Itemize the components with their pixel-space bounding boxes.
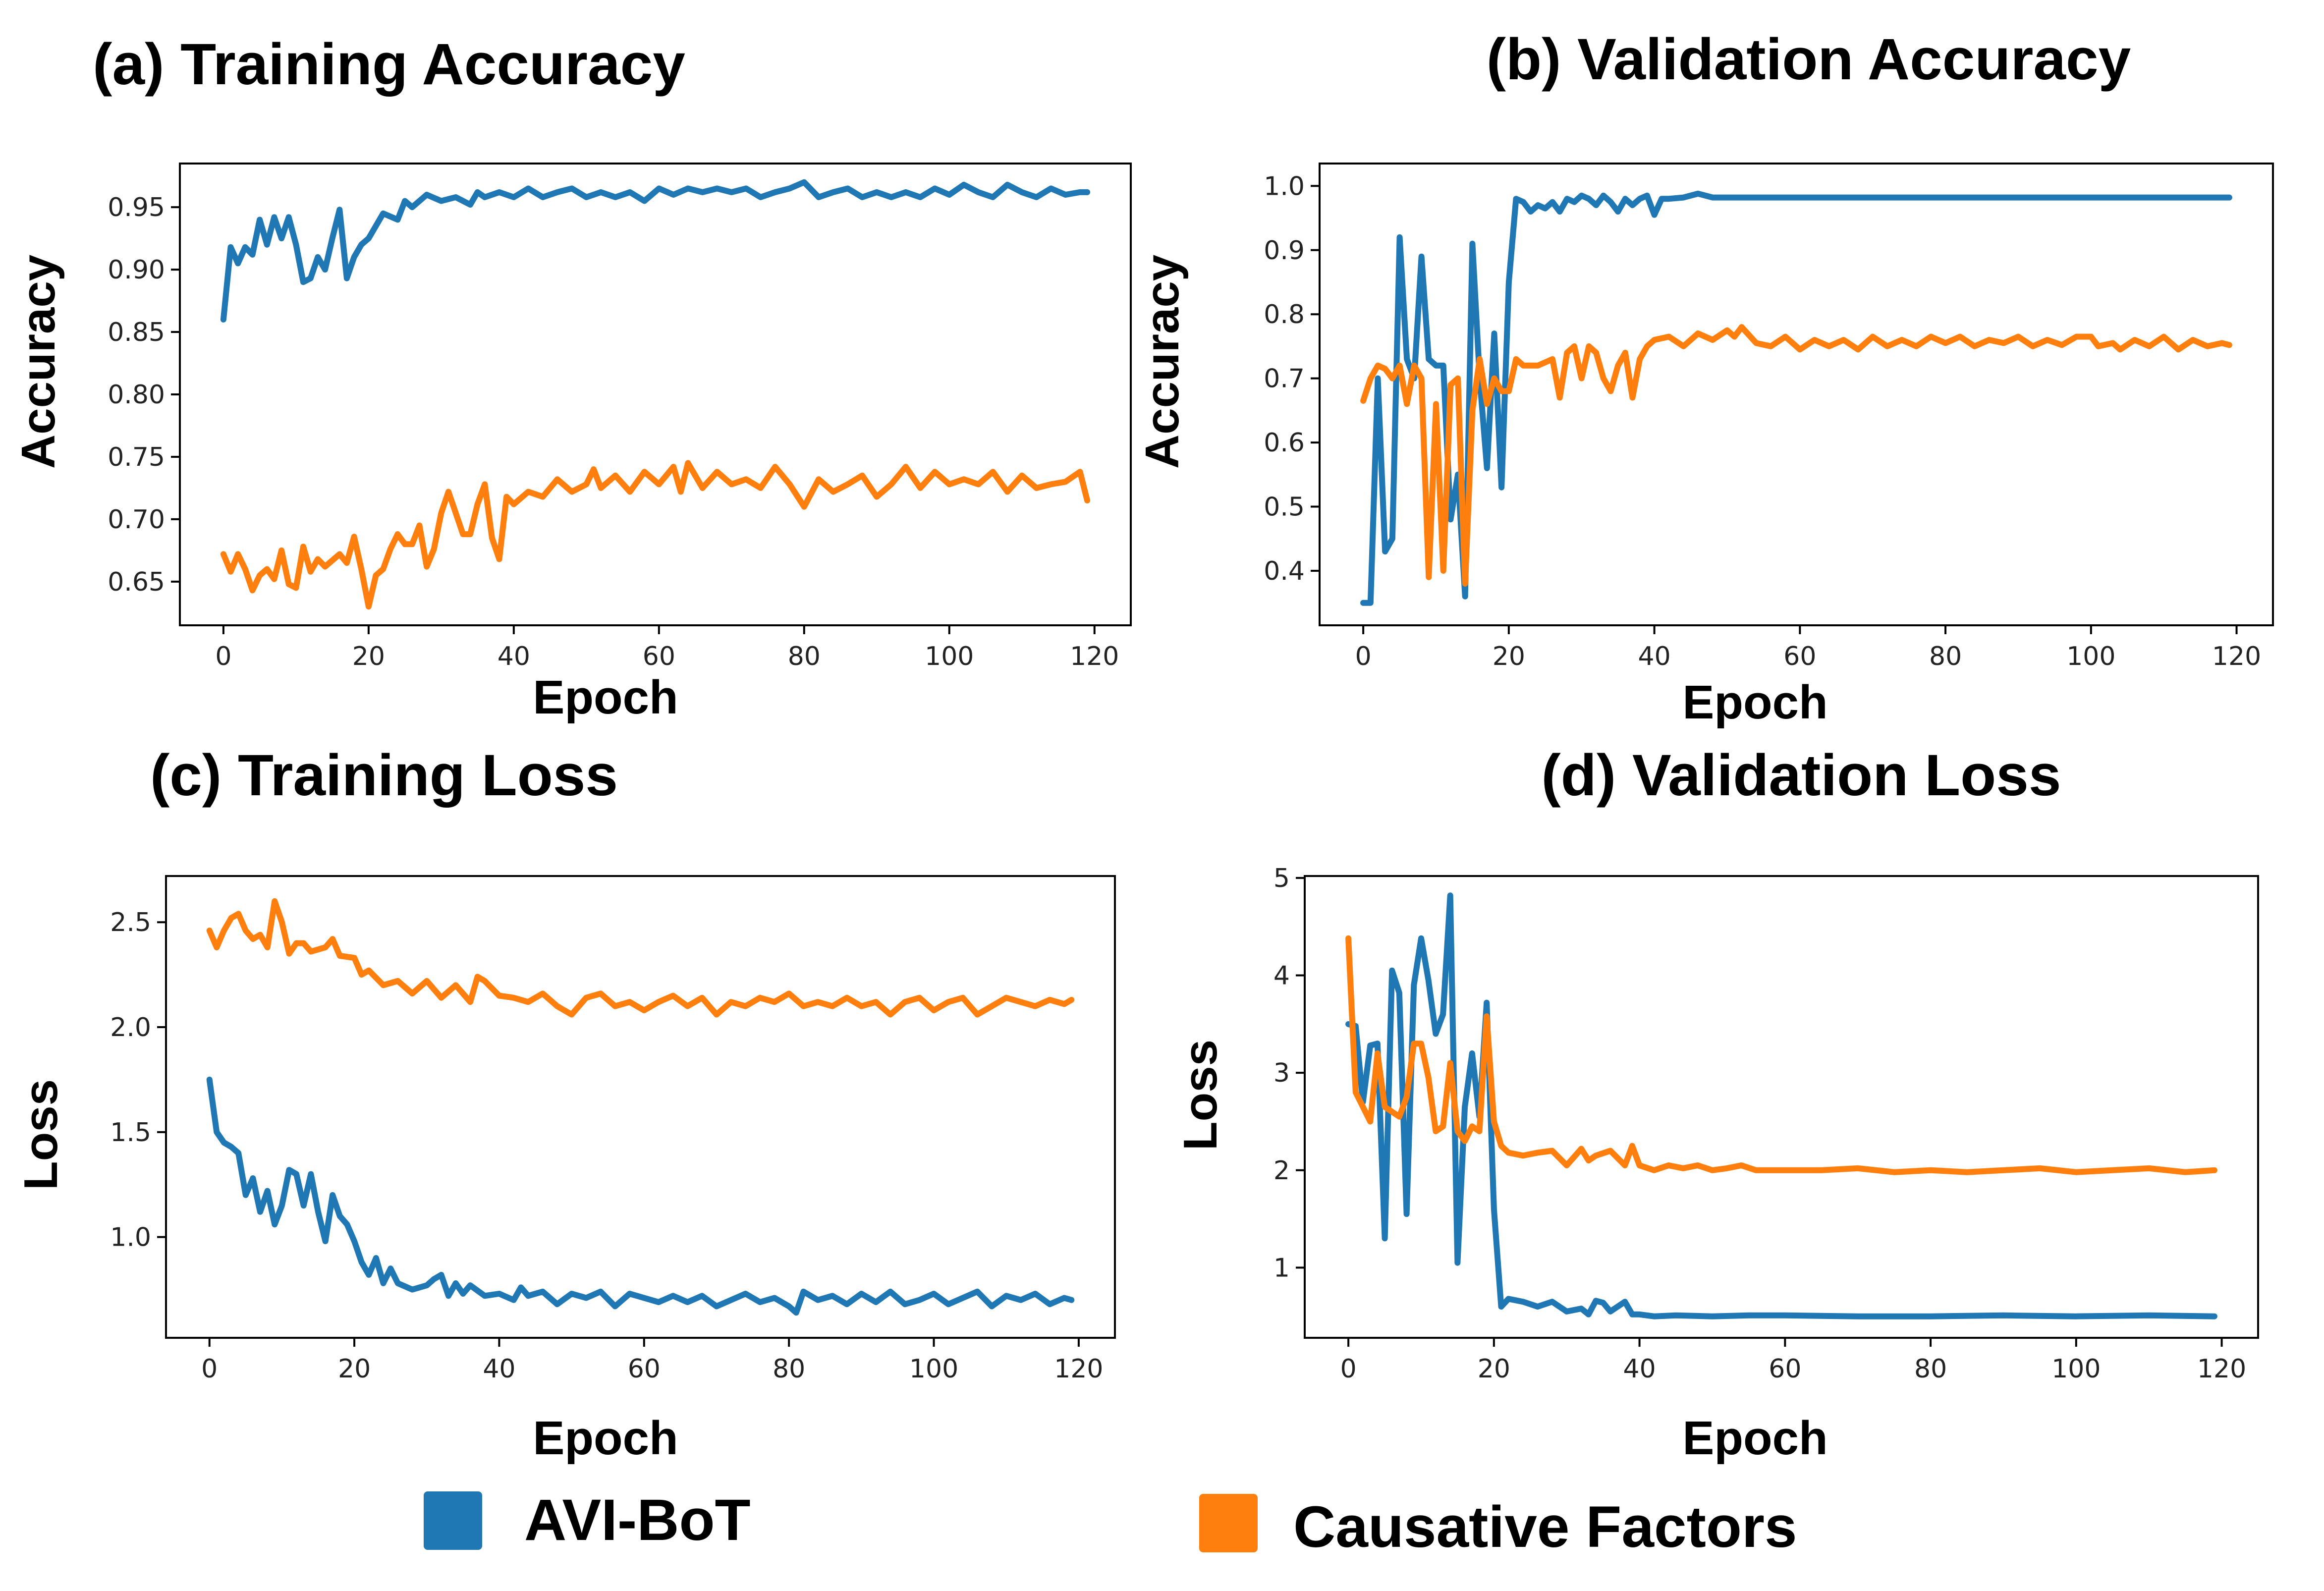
title-d: (d) Validation Loss [1542, 743, 2061, 808]
x-tick-label: 120 [2197, 1354, 2246, 1384]
x-tick-label: 100 [909, 1354, 958, 1384]
x-tick-label: 100 [2066, 642, 2115, 671]
x-tick-label: 100 [2051, 1354, 2101, 1384]
y-tick-label: 1.5 [110, 1118, 151, 1148]
x-tick-label: 120 [2212, 642, 2261, 671]
series-line-causative-factors [220, 460, 1091, 610]
y-axis-label: Accuracy [1136, 255, 1189, 469]
x-tick-label: 0 [201, 1354, 218, 1384]
x-tick-label: 100 [925, 642, 974, 671]
y-axis-label: Accuracy [12, 255, 65, 469]
legend: AVI-BoT Causative Factors [424, 1487, 1797, 1560]
title-c: (c) Training Loss [150, 743, 618, 808]
y-tick-label: 2.0 [110, 1013, 151, 1042]
y-tick-label: 1.0 [110, 1223, 151, 1253]
x-tick-label: 0 [215, 642, 231, 671]
panel-validation-accuracy: 0 20 40 60 80 100 120 0.4 0.5 0.6 0.7 0.8 0.9 1.0 Epoc… [1136, 163, 2274, 729]
x-tick-label: 120 [1070, 642, 1119, 671]
legend-swatch-avi-bot [424, 1491, 482, 1550]
x-tick-label: 60 [1769, 1354, 1801, 1384]
y-tick-label: 0.5 [1264, 493, 1305, 522]
y-axis-label: Loss [1174, 1040, 1227, 1151]
panel-training-accuracy: 0 20 40 60 80 100 120 0.65 0.70 0.75 0.80 0.85 0.90 0… [12, 163, 1132, 724]
x-tick-label: 20 [352, 642, 385, 671]
x-tick-label: 0 [1355, 642, 1372, 671]
x-tick-label: 60 [643, 642, 675, 671]
y-tick-label: 4 [1273, 961, 1290, 991]
series-line-causative-factors [1345, 935, 2217, 1175]
x-tick-label: 40 [1623, 1354, 1656, 1384]
y-tick-label: 0.95 [108, 193, 165, 222]
y-tick-label: 5 [1273, 864, 1290, 893]
y-tick-label: 2.5 [110, 908, 151, 937]
y-tick-label: 1.0 [1264, 171, 1305, 201]
y-tick-label: 0.75 [108, 442, 165, 472]
x-tick-label: 80 [788, 642, 821, 671]
x-tick-label: 40 [483, 1354, 515, 1384]
x-axis-label: Epoch [533, 1412, 678, 1465]
x-axis-label: Epoch [1682, 676, 1827, 729]
x-tick-label: 120 [1054, 1354, 1103, 1384]
x-tick-label: 60 [628, 1354, 661, 1384]
y-tick-label: 0.90 [108, 255, 165, 285]
series-line-avi-bot [1360, 190, 2232, 606]
legend-label-causative-factors: Causative Factors [1293, 1494, 1797, 1560]
x-tick-label: 80 [1914, 1354, 1947, 1384]
series-line-causative-factors [206, 898, 1075, 1018]
x-tick-label: 80 [773, 1354, 805, 1384]
x-tick-label: 0 [1340, 1354, 1357, 1384]
plot-frame [1304, 875, 2259, 1339]
x-tick-label: 60 [1783, 642, 1816, 671]
legend-label-avi-bot: AVI-BoT [524, 1487, 751, 1553]
legend-swatch-causative-factors [1199, 1494, 1258, 1552]
panel-training-loss: 0 20 40 60 80 100 120 1.0 1.5 2.0 2.5 Epoch Loss [14, 875, 1116, 1465]
y-tick-label: 0.9 [1264, 236, 1305, 266]
x-tick-label: 20 [338, 1354, 371, 1384]
panel-validation-loss: 0 20 40 60 80 100 120 1 2 3 4 5 Epoch Loss [1174, 864, 2259, 1465]
y-tick-label: 0.7 [1264, 364, 1305, 394]
x-tick-label: 20 [1478, 1354, 1510, 1384]
x-tick-label: 20 [1493, 642, 1525, 671]
x-tick-label: 40 [498, 642, 530, 671]
y-tick-label: 0.8 [1264, 300, 1305, 329]
x-tick-label: 40 [1638, 642, 1671, 671]
y-tick-label: 3 [1273, 1058, 1290, 1088]
x-axis-label: Epoch [1682, 1412, 1827, 1465]
title-b: (b) Validation Accuracy [1487, 27, 2131, 92]
y-axis-label: Loss [14, 1079, 67, 1190]
series-line-avi-bot [206, 1076, 1075, 1316]
y-tick-label: 0.80 [108, 380, 165, 410]
x-tick-label: 80 [1929, 642, 1962, 671]
y-tick-label: 0.70 [108, 505, 165, 535]
plot-frame [165, 875, 1116, 1339]
series-line-causative-factors [1360, 324, 2232, 587]
title-a: (a) Training Accuracy [93, 32, 685, 97]
y-tick-label: 0.6 [1264, 428, 1305, 458]
y-tick-label: 1 [1273, 1253, 1290, 1283]
plot-frame [1319, 163, 2274, 626]
x-axis-label: Epoch [533, 671, 678, 724]
series-line-avi-bot [220, 179, 1091, 323]
y-tick-label: 0.85 [108, 318, 165, 347]
y-tick-label: 0.4 [1264, 556, 1305, 586]
y-tick-label: 2 [1273, 1156, 1290, 1186]
y-tick-label: 0.65 [108, 567, 165, 597]
